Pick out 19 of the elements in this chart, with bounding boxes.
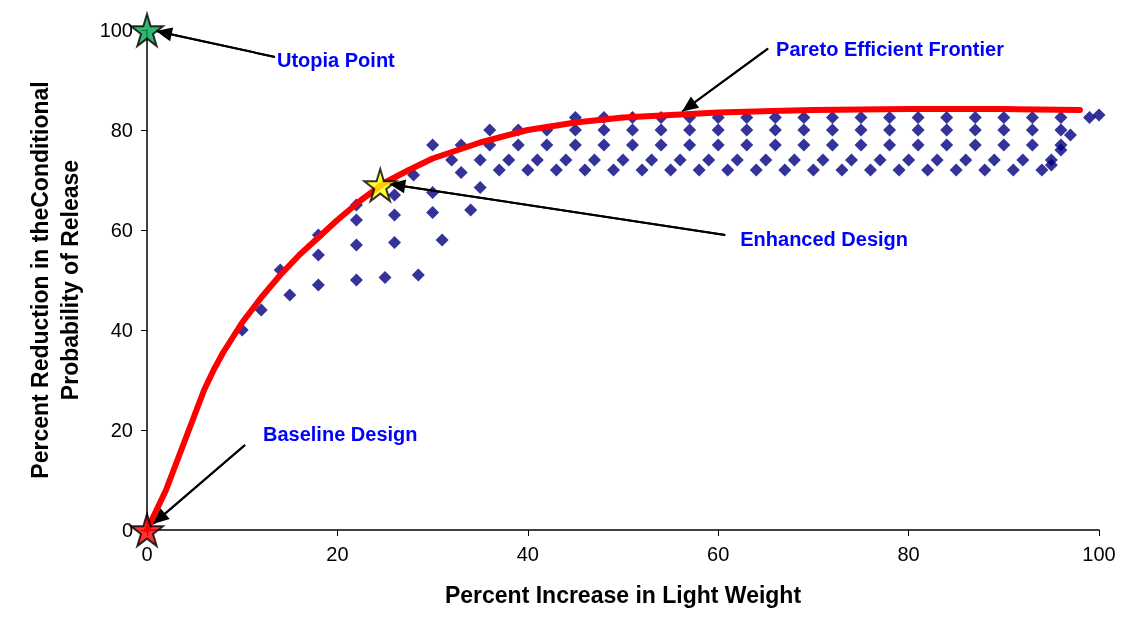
y-tick-label: 0 <box>121 519 133 541</box>
y-tick-label: 20 <box>110 419 133 441</box>
x-axis-title: Percent Increase in Light Weight <box>444 582 802 608</box>
y-tick-label: 80 <box>110 119 133 141</box>
x-tick-label: 40 <box>516 543 539 565</box>
x-tick-label: 100 <box>1082 543 1116 565</box>
y-tick-label: 100 <box>99 19 133 41</box>
point <box>361 165 399 204</box>
y-tick-label: 60 <box>110 219 133 241</box>
annotation: Pareto Efficient Frontier <box>776 37 1005 60</box>
x-tick-label: 80 <box>897 543 920 565</box>
x-tick-label: 0 <box>141 543 153 565</box>
y-axis-title: Percent Reduction in theConditional Probability of Release <box>27 81 83 479</box>
annotation: Utopia Point <box>277 49 396 71</box>
x-tick-label: 60 <box>707 543 730 565</box>
annotation: Baseline Design <box>263 423 418 445</box>
y-tick-label: 40 <box>110 319 133 341</box>
x-tick-label: 20 <box>326 543 349 565</box>
annotation: Enhanced Design <box>740 228 909 250</box>
